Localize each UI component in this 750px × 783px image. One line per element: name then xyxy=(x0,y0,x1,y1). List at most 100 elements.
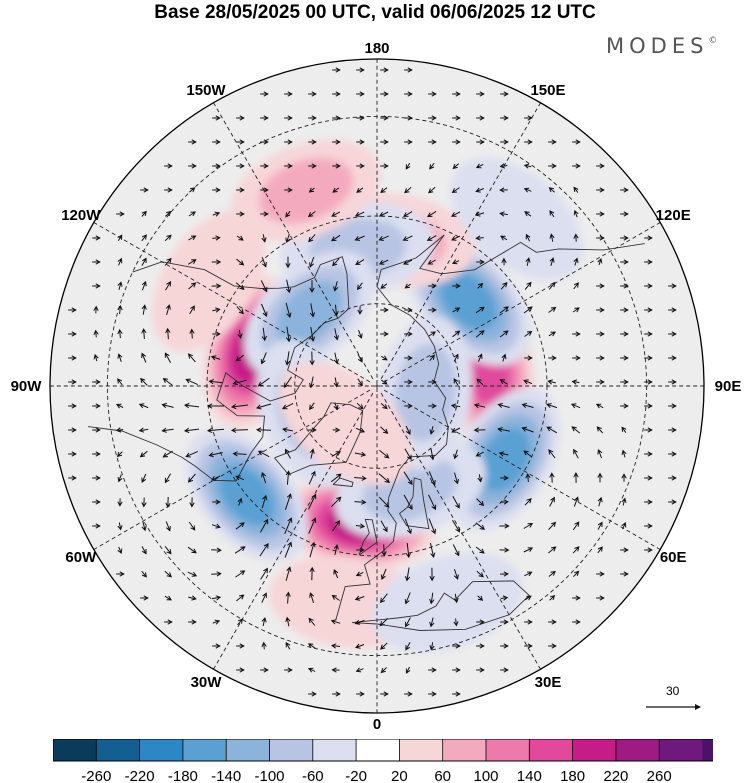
wind-vector xyxy=(596,283,605,289)
wind-vector xyxy=(500,475,509,481)
wind-vector xyxy=(428,186,436,194)
wind-vector xyxy=(429,617,435,628)
longitude-label: 30W xyxy=(191,674,223,691)
colorbar-tick-label: 260 xyxy=(647,768,672,783)
wind-vector xyxy=(356,67,365,73)
wind-vector xyxy=(404,67,413,73)
wind-vector xyxy=(404,307,413,313)
wind-vector xyxy=(261,616,267,627)
wind-vector xyxy=(476,91,485,97)
wind-vector xyxy=(309,303,316,318)
wind-vector xyxy=(499,163,508,169)
wind-vector xyxy=(381,544,387,557)
wind-vector xyxy=(452,139,461,145)
wind-vector xyxy=(405,542,411,559)
wind-vector xyxy=(644,235,653,241)
colorbar-tick-label: -140 xyxy=(211,768,241,783)
wind-vector xyxy=(357,353,363,363)
longitude-label: 150E xyxy=(530,82,565,99)
wind-vector xyxy=(232,451,247,457)
wind-vector xyxy=(138,427,149,433)
wind-vector xyxy=(452,643,461,649)
wind-vector xyxy=(475,522,486,530)
wind-vector xyxy=(284,187,293,193)
wind-vector xyxy=(117,474,123,483)
wind-vector xyxy=(474,211,485,217)
wind-vector xyxy=(187,259,197,265)
wind-vector xyxy=(189,328,195,339)
wind-vector xyxy=(257,377,270,387)
wind-vector xyxy=(115,403,124,409)
wind-vector xyxy=(404,331,413,337)
wind-vector xyxy=(355,643,365,649)
logo-mark: © xyxy=(708,36,718,46)
colorbar-tick-label: 140 xyxy=(517,768,542,783)
wind-vector xyxy=(236,306,244,315)
longitude-label: 90E xyxy=(715,378,742,395)
wind-vector xyxy=(451,187,460,193)
wind-vector xyxy=(284,517,293,534)
wind-vector xyxy=(140,377,148,386)
map-disc-outline xyxy=(49,58,705,714)
wind-vector xyxy=(307,667,316,673)
wind-vector xyxy=(501,257,507,266)
anomaly-contour xyxy=(152,210,266,352)
wind-vector xyxy=(452,495,460,509)
wind-vector xyxy=(236,667,245,673)
wind-vector xyxy=(473,427,486,433)
wind-vector xyxy=(308,617,316,626)
wind-vector xyxy=(644,403,653,409)
wind-vector xyxy=(572,331,581,337)
wind-vector xyxy=(68,331,77,337)
wind-vector xyxy=(333,328,339,341)
wind-vector xyxy=(402,235,413,241)
wind-vector xyxy=(403,494,413,511)
wind-vector xyxy=(525,257,531,266)
wind-vector xyxy=(285,470,291,485)
wind-vector xyxy=(309,376,315,389)
wind-vector xyxy=(141,352,147,363)
wind-vector xyxy=(451,259,460,265)
wind-vector xyxy=(620,259,629,265)
wind-vector xyxy=(620,403,629,409)
wind-vector xyxy=(187,473,196,483)
wind-vector xyxy=(595,403,604,409)
wind-vector xyxy=(354,235,365,241)
wind-vector xyxy=(500,139,509,145)
wind-vector xyxy=(285,641,291,650)
wind-vector xyxy=(426,235,437,241)
wind-vector xyxy=(356,139,365,145)
wind-vector xyxy=(521,402,534,409)
anomaly-contour xyxy=(478,427,531,492)
wind-vector xyxy=(596,307,605,313)
wind-vector xyxy=(285,326,292,343)
wind-vector xyxy=(188,235,197,241)
wind-vector xyxy=(117,328,123,339)
wind-vector xyxy=(212,643,221,649)
wind-vector xyxy=(548,643,557,649)
wind-vector xyxy=(572,139,581,145)
wind-vector xyxy=(307,493,317,510)
wind-vector xyxy=(117,257,123,266)
wind-vector xyxy=(330,643,341,649)
wind-vector xyxy=(525,233,531,242)
wind-vector xyxy=(428,91,437,97)
wind-vector xyxy=(261,327,267,342)
wind-vector xyxy=(380,115,389,121)
logo-text: MODES xyxy=(606,34,709,58)
map-title: Base 28/05/2025 00 UTC, valid 06/06/2025… xyxy=(154,2,596,23)
wind-vector xyxy=(189,305,195,315)
wind-vector xyxy=(524,281,532,290)
wind-vector xyxy=(596,595,605,601)
wind-vector xyxy=(183,427,200,434)
wind-vector xyxy=(500,235,508,241)
wind-vector xyxy=(571,426,581,434)
wind-vector xyxy=(332,115,341,121)
wind-vector xyxy=(308,427,317,433)
wind-vector xyxy=(310,327,316,342)
wind-vector xyxy=(453,378,459,386)
wind-vector xyxy=(548,331,557,337)
wind-vector xyxy=(668,403,677,409)
wind-vector xyxy=(92,523,101,529)
